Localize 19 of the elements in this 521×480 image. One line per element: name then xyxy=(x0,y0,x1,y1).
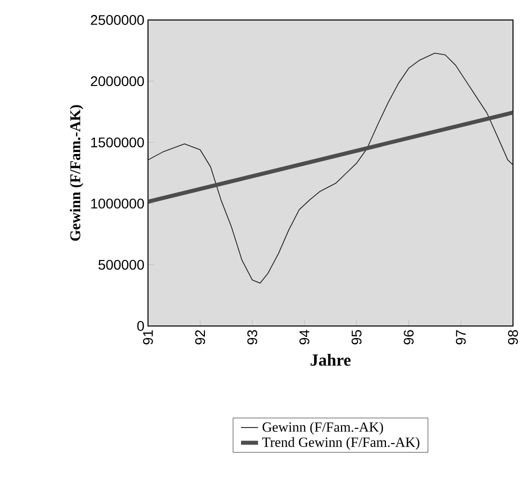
x-tick-label: 94 xyxy=(299,330,310,344)
x-tick-label: 92 xyxy=(195,330,206,344)
x-tick-label: 91 xyxy=(143,330,153,344)
y-tick-label: 2500000 xyxy=(90,15,144,25)
x-tick-label: 96 xyxy=(404,330,414,344)
line-series xyxy=(148,52,513,284)
y-tick-label: 1000000 xyxy=(91,198,144,209)
x-tick-label: 95 xyxy=(352,330,362,344)
x-tick-label: 98 xyxy=(508,330,518,344)
legend-label: Gewinn (F/Fam.-AK) xyxy=(262,422,384,435)
y-tick-label: 2000000 xyxy=(90,76,144,86)
legend-label: Trend Gewinn (F/Fam.-AK) xyxy=(262,437,420,450)
x-axis-title: Jahre xyxy=(310,354,351,366)
y-axis-title: Gewinn (F/Fam.-AK) xyxy=(70,105,84,241)
x-tick-label: 93 xyxy=(247,330,258,344)
x-tick-label: 97 xyxy=(456,330,466,344)
y-tick-label: 500000 xyxy=(98,260,144,270)
y-tick-label: 1500000 xyxy=(91,137,144,148)
y-tick-label: 0 xyxy=(137,321,144,331)
